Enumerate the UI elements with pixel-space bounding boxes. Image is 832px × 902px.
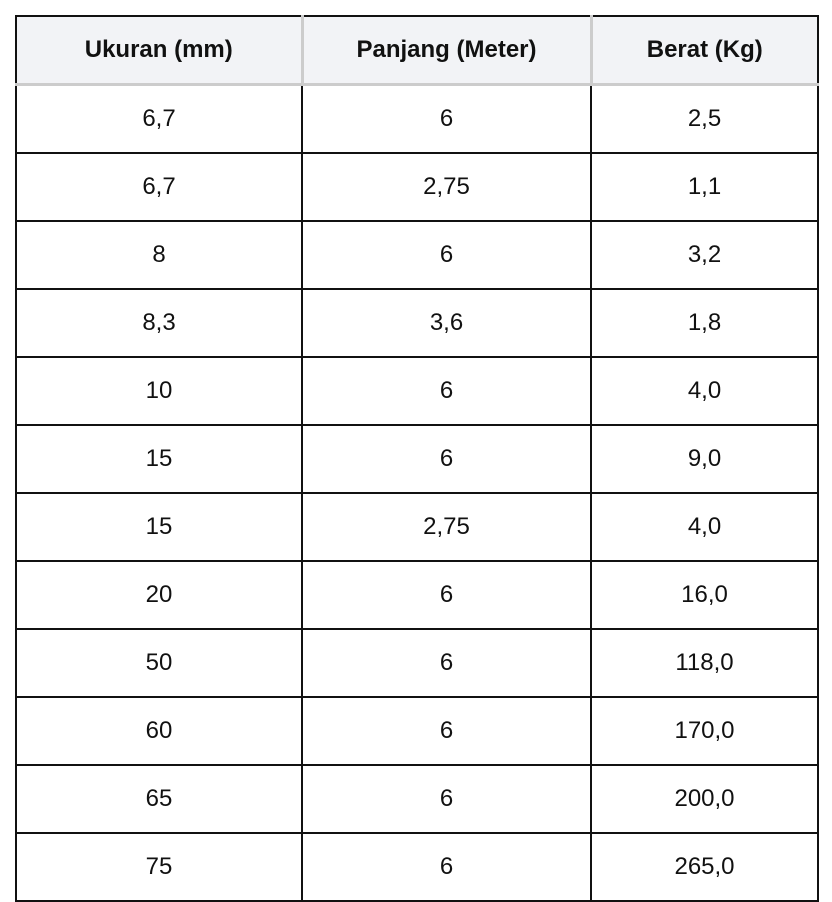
cell-length: 6 (301, 832, 592, 902)
table-row: 15 6 9,0 (15, 424, 819, 494)
header-length: Panjang (Meter) (300, 15, 593, 86)
header-size: Ukuran (mm) (15, 15, 304, 86)
cell-weight: 4,0 (590, 492, 819, 562)
cell-length: 6 (301, 628, 592, 698)
cell-weight: 170,0 (590, 696, 819, 766)
cell-weight: 16,0 (590, 560, 819, 630)
cell-weight: 118,0 (590, 628, 819, 698)
cell-weight: 4,0 (590, 356, 819, 426)
cell-weight: 2,5 (590, 83, 819, 154)
cell-size: 60 (15, 696, 303, 766)
cell-size: 6,7 (15, 83, 303, 154)
cell-size: 8,3 (15, 288, 303, 358)
cell-length: 6 (301, 696, 592, 766)
cell-size: 65 (15, 764, 303, 834)
header-weight: Berat (Kg) (589, 15, 819, 86)
cell-length: 2,75 (301, 152, 592, 222)
table-row: 65 6 200,0 (15, 764, 819, 834)
table-row: 6,7 2,75 1,1 (15, 152, 819, 222)
cell-length: 6 (301, 764, 592, 834)
cell-length: 6 (301, 424, 592, 494)
cell-weight: 200,0 (590, 764, 819, 834)
cell-length: 2,75 (301, 492, 592, 562)
table-row: 20 6 16,0 (15, 560, 819, 630)
size-weight-table: Ukuran (mm) Panjang (Meter) Berat (Kg) 6… (15, 15, 819, 902)
cell-size: 6,7 (15, 152, 303, 222)
cell-size: 15 (15, 424, 303, 494)
table-row: 50 6 118,0 (15, 628, 819, 698)
cell-weight: 1,8 (590, 288, 819, 358)
cell-size: 8 (15, 220, 303, 290)
header-row: Ukuran (mm) Panjang (Meter) Berat (Kg) (15, 15, 819, 86)
cell-size: 20 (15, 560, 303, 630)
cell-weight: 1,1 (590, 152, 819, 222)
table-row: 60 6 170,0 (15, 696, 819, 766)
table-row: 8 6 3,2 (15, 220, 819, 290)
table-row: 8,3 3,6 1,8 (15, 288, 819, 358)
cell-size: 10 (15, 356, 303, 426)
cell-length: 6 (301, 356, 592, 426)
cell-weight: 9,0 (590, 424, 819, 494)
cell-weight: 3,2 (590, 220, 819, 290)
cell-size: 75 (15, 832, 303, 902)
cell-weight: 265,0 (590, 832, 819, 902)
cell-size: 50 (15, 628, 303, 698)
cell-length: 6 (301, 220, 592, 290)
cell-length: 3,6 (301, 288, 592, 358)
cell-size: 15 (15, 492, 303, 562)
cell-length: 6 (301, 83, 592, 154)
cell-length: 6 (301, 560, 592, 630)
table-row: 10 6 4,0 (15, 356, 819, 426)
table-row: 6,7 6 2,5 (15, 83, 819, 154)
table-row: 75 6 265,0 (15, 832, 819, 902)
table-row: 15 2,75 4,0 (15, 492, 819, 562)
